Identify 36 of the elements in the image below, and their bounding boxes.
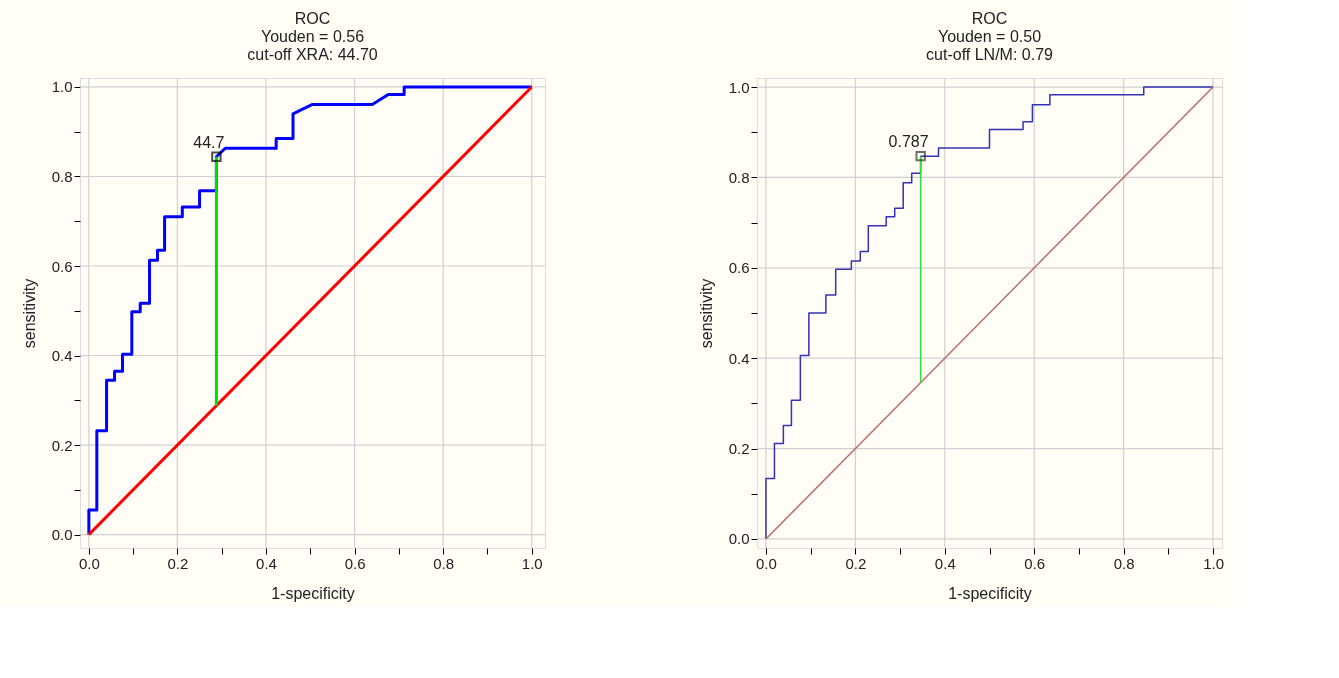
chart-subtitle: Youden = 0.50 cut-off LN/M: 0.79 — [926, 28, 1054, 64]
x-tick-label: 0.2 — [167, 554, 189, 572]
x-tick-label: 0.8 — [433, 554, 455, 572]
y-tick-label: 1.0 — [51, 78, 73, 96]
y-tick-label: 0.2 — [728, 440, 750, 458]
x-tick-label: 0.4 — [934, 554, 956, 572]
chart-subtitle: Youden = 0.56 cut-off XRA: 44.70 — [247, 28, 378, 64]
y-tick-label: 0.8 — [51, 167, 73, 185]
x-axis-title: 1-specificity — [271, 584, 355, 602]
x-tick-label: 0.0 — [756, 554, 777, 572]
y-tick-label: 0.0 — [728, 530, 750, 548]
y-tick-label: 0.2 — [51, 436, 73, 454]
y-tick-label: 1.0 — [728, 78, 750, 96]
x-tick-label: 0.6 — [1024, 554, 1046, 572]
x-tick-label: 1.0 — [1203, 554, 1224, 572]
annotation: 0.787 — [888, 133, 929, 151]
line-series — [87, 85, 534, 537]
annotation: 44.7 — [193, 133, 225, 151]
y-tick-label: 0.6 — [728, 259, 750, 277]
x-axis-title: 1-specificity — [948, 584, 1032, 602]
x-tick-label: 0.0 — [78, 554, 100, 572]
x-tick-label: 0.2 — [845, 554, 867, 572]
x-tick-label: 0.4 — [256, 554, 277, 572]
y-axis-title: sensitivity — [20, 278, 38, 349]
x-tick-label: 1.0 — [521, 554, 543, 572]
y-axis-title: sensitivity — [697, 278, 715, 349]
y-tick-label: 0.0 — [51, 526, 73, 544]
chart-title: ROC — [971, 10, 1008, 28]
y-tick-label: 0.8 — [728, 168, 750, 186]
y-tick-label: 0.4 — [51, 347, 73, 365]
x-tick-label: 0.8 — [1113, 554, 1135, 572]
y-tick-label: 0.4 — [728, 349, 750, 367]
x-tick-label: 0.6 — [344, 554, 366, 572]
line-series — [765, 86, 1214, 540]
chart-title: ROC — [294, 10, 331, 28]
y-tick-label: 0.6 — [51, 257, 73, 275]
